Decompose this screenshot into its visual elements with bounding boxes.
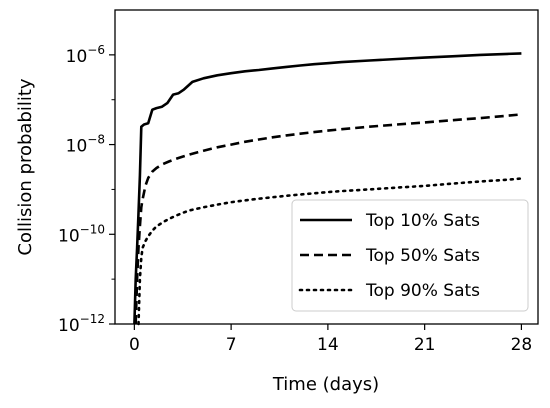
x-axis-label: Time (days) bbox=[272, 374, 379, 395]
y-tick-label: 10−10 bbox=[58, 222, 105, 246]
y-tick-label: 10−12 bbox=[58, 312, 105, 336]
y-tick-label: 10−6 bbox=[66, 43, 105, 67]
series-line-2 bbox=[134, 113, 522, 325]
series-layer bbox=[133, 52, 523, 326]
x-axis-ticks: 0 7 14 21 28 bbox=[129, 324, 532, 355]
series-line-3 bbox=[137, 177, 523, 326]
x-tick-label: 28 bbox=[511, 335, 533, 355]
y-axis-label: Collision probability bbox=[15, 78, 36, 255]
legend-label-2: Top 50% Sats bbox=[365, 246, 480, 266]
x-tick-label: 0 bbox=[129, 335, 140, 355]
x-tick-label: 14 bbox=[317, 335, 339, 355]
legend: Top 10% Sats Top 50% Sats Top 90% Sats bbox=[291, 199, 529, 312]
series-line-1 bbox=[133, 52, 522, 325]
y-tick-label: 10−8 bbox=[66, 133, 105, 157]
legend-label-3: Top 90% Sats bbox=[365, 281, 480, 301]
y-axis-ticks: 10−12 10−10 10−8 10−6 bbox=[58, 43, 115, 336]
legend-box bbox=[291, 199, 529, 312]
x-tick-label: 21 bbox=[414, 335, 436, 355]
x-tick-label: 7 bbox=[226, 335, 237, 355]
plot-frame bbox=[114, 9, 539, 325]
legend-label-1: Top 10% Sats bbox=[365, 211, 480, 231]
